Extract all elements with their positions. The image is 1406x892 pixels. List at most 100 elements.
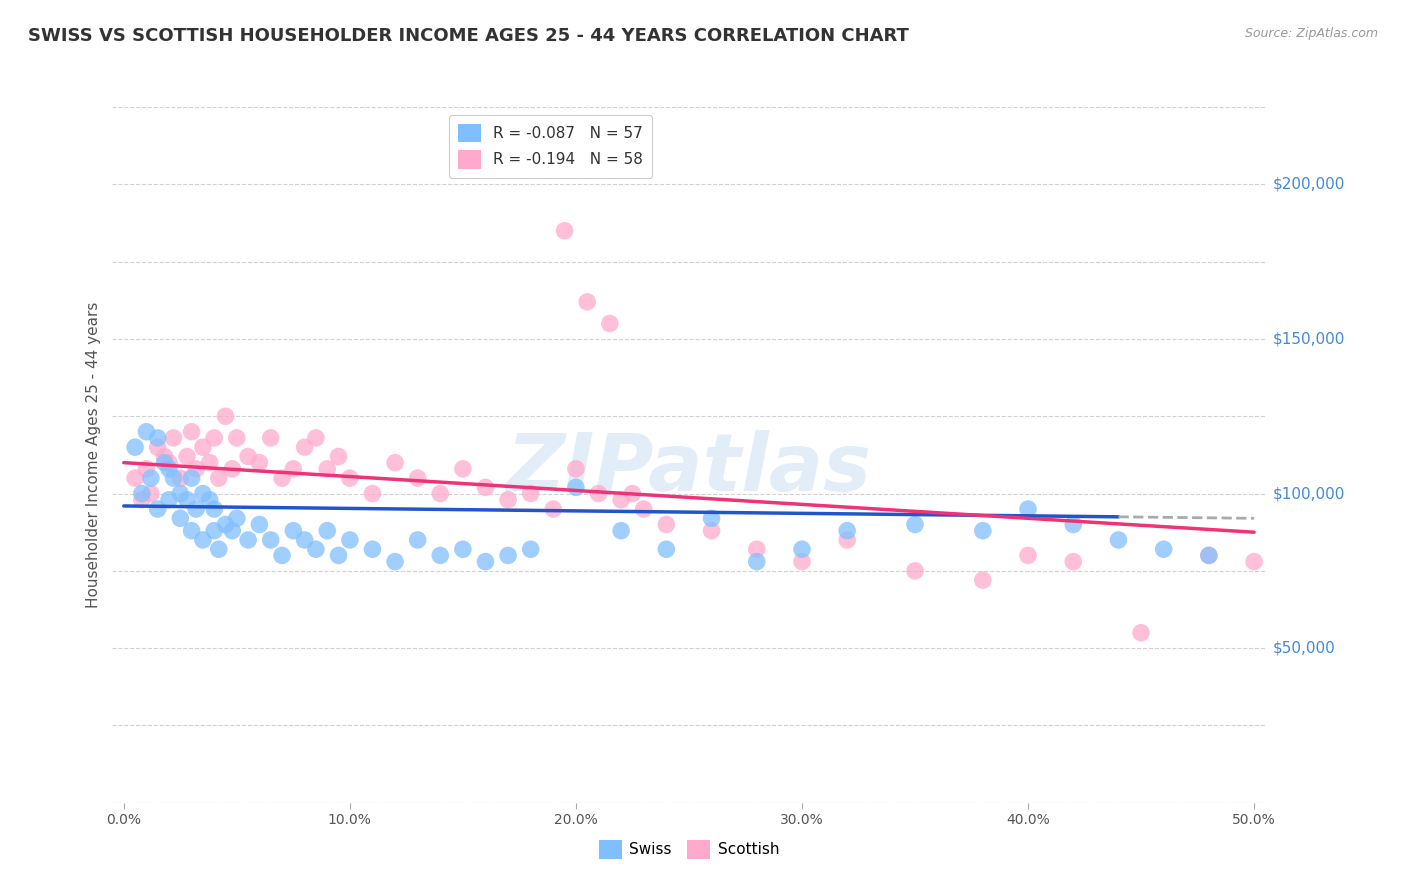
Point (191, 533, 214, 547)
Point (139, 486, 162, 500)
Point (576, 294, 599, 309)
Point (184, 462, 207, 476)
Point (655, 517, 678, 532)
Point (305, 542, 328, 557)
Point (554, 224, 576, 238)
Point (157, 462, 180, 476)
Point (184, 502, 207, 516)
Point (972, 524, 994, 538)
Point (339, 533, 361, 547)
Point (1198, 549, 1220, 563)
Point (837, 533, 859, 547)
Point (621, 486, 644, 500)
Point (249, 456, 271, 470)
Point (496, 549, 519, 563)
Point (588, 486, 610, 500)
Point (1153, 542, 1175, 557)
Point (198, 456, 221, 470)
Point (1130, 625, 1153, 640)
Point (1107, 533, 1129, 547)
Text: ZIPatlas: ZIPatlas (506, 430, 872, 508)
Point (139, 471, 162, 485)
Point (361, 486, 384, 500)
Point (451, 462, 474, 476)
Point (180, 425, 202, 439)
Point (655, 542, 678, 557)
Point (236, 533, 259, 547)
Point (221, 524, 243, 538)
Point (225, 431, 247, 445)
Point (176, 450, 198, 464)
Point (1243, 555, 1265, 569)
Point (599, 317, 621, 331)
Point (406, 471, 429, 485)
Point (305, 431, 328, 445)
Y-axis label: Householder Income Ages 25 - 44 years: Householder Income Ages 25 - 44 years (86, 301, 101, 608)
Point (153, 450, 176, 464)
Point (249, 517, 271, 532)
Point (700, 511, 723, 525)
Point (202, 502, 225, 516)
Point (221, 462, 243, 476)
Point (406, 533, 429, 547)
Point (496, 492, 519, 507)
Text: $150,000: $150,000 (1272, 332, 1344, 346)
Point (131, 492, 153, 507)
Point (565, 480, 588, 494)
Point (162, 471, 184, 485)
Point (1017, 502, 1039, 516)
Point (214, 409, 236, 424)
Point (610, 492, 633, 507)
Point (135, 425, 157, 439)
Point (474, 555, 496, 569)
Point (153, 456, 176, 470)
Point (124, 440, 146, 454)
Point (162, 431, 184, 445)
Point (169, 471, 191, 485)
Point (837, 524, 859, 538)
Point (146, 431, 169, 445)
Point (790, 542, 813, 557)
Point (328, 450, 350, 464)
Point (565, 462, 588, 476)
Point (271, 549, 294, 563)
Point (191, 486, 214, 500)
Text: Source: ZipAtlas.com: Source: ZipAtlas.com (1244, 27, 1378, 40)
Point (169, 511, 191, 525)
Point (1017, 549, 1039, 563)
Point (283, 524, 305, 538)
Point (202, 431, 225, 445)
Point (236, 450, 259, 464)
Point (316, 524, 339, 538)
Point (180, 524, 202, 538)
Point (610, 524, 633, 538)
Point (745, 542, 768, 557)
Point (146, 440, 169, 454)
Point (157, 492, 180, 507)
Text: $100,000: $100,000 (1272, 486, 1344, 501)
Point (519, 542, 541, 557)
Point (294, 440, 316, 454)
Point (700, 524, 723, 538)
Point (225, 511, 247, 525)
Point (260, 533, 283, 547)
Point (790, 555, 813, 569)
Point (316, 462, 339, 476)
Point (135, 462, 157, 476)
Text: $50,000: $50,000 (1272, 640, 1336, 656)
Point (191, 440, 214, 454)
Point (474, 480, 496, 494)
Point (208, 471, 231, 485)
Point (429, 549, 451, 563)
Point (294, 533, 316, 547)
Point (176, 492, 198, 507)
Point (904, 517, 927, 532)
Point (283, 462, 305, 476)
Point (198, 492, 221, 507)
Point (146, 502, 169, 516)
Point (157, 456, 180, 470)
Point (124, 471, 146, 485)
Point (214, 517, 236, 532)
Point (384, 456, 406, 470)
Point (519, 486, 541, 500)
